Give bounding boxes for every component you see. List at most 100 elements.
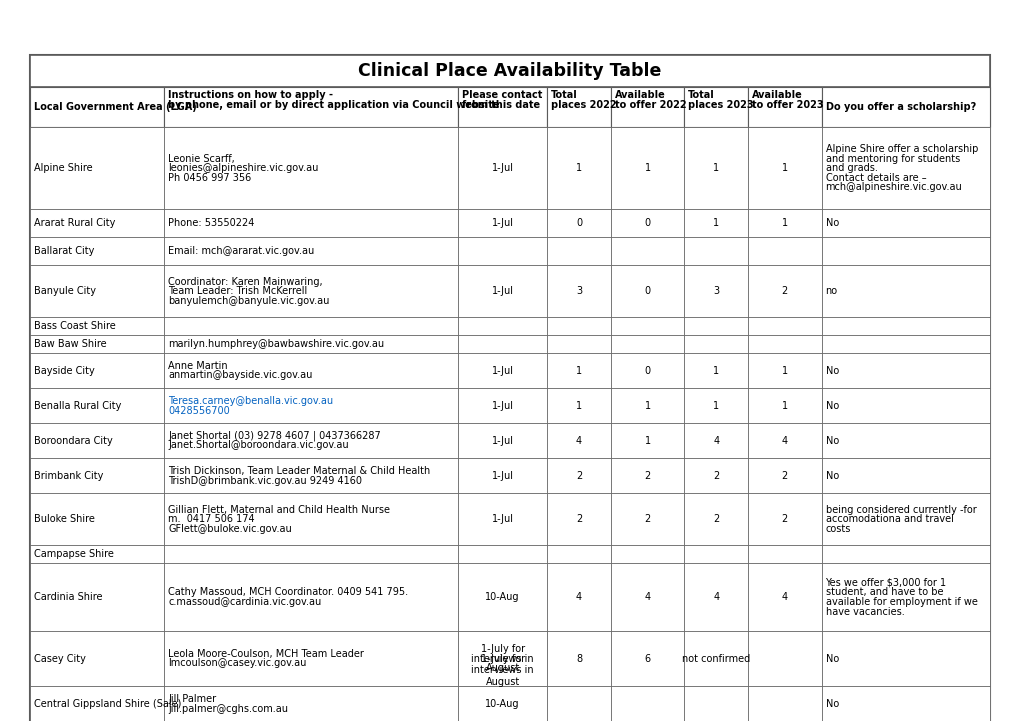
Text: 1: 1 [576,366,582,376]
Text: 1-Jul: 1-Jul [491,514,514,524]
Text: Bass Coast Shire: Bass Coast Shire [34,321,115,331]
Bar [546,209,610,237]
Text: 2: 2 [712,514,718,524]
Text: 1-Jul: 1-Jul [491,366,514,376]
Text: 2: 2 [781,514,787,524]
Bar [747,335,820,353]
Text: No: No [824,218,838,228]
Text: Brimbank City: Brimbank City [34,471,103,481]
Text: 1-July for: 1-July for [480,644,524,654]
Text: accomodationa and travel: accomodationa and travel [824,514,953,524]
Text: 3: 3 [712,286,718,296]
Text: Ballarat City: Ballarat City [34,246,95,256]
Bar [546,353,610,388]
Text: Total: Total [688,90,714,100]
Bar [820,353,989,388]
Text: 2: 2 [781,286,787,296]
Text: 2: 2 [781,471,787,481]
Text: c.massoud@cardinia.vic.gov.au: c.massoud@cardinia.vic.gov.au [168,597,321,607]
Text: 1-Jul: 1-Jul [491,401,514,411]
Bar [458,631,546,686]
Text: marilyn.humphrey@bawbawshire.vic.gov.au: marilyn.humphrey@bawbawshire.vic.gov.au [168,339,384,349]
Text: Leola Moore-Coulson, MCH Team Leader: Leola Moore-Coulson, MCH Team Leader [168,649,364,659]
Bar [610,127,684,209]
Bar [610,563,684,631]
Text: Ph 0456 997 356: Ph 0456 997 356 [168,173,252,183]
Bar [684,388,747,423]
Text: have vacancies.: have vacancies. [824,606,904,616]
Bar [164,335,458,353]
Bar [610,209,684,237]
Text: Alpine Shire: Alpine Shire [34,163,93,173]
Bar [684,686,747,721]
Text: 1: 1 [781,366,787,376]
Bar [458,127,546,209]
Bar [610,317,684,335]
Bar [164,493,458,545]
Text: being considered currently -for: being considered currently -for [824,505,975,515]
Bar [684,265,747,317]
Text: Do you offer a scholarship?: Do you offer a scholarship? [824,102,975,112]
Bar [747,388,820,423]
Text: costs: costs [824,524,850,534]
Text: 8: 8 [576,654,582,663]
Text: Instructions on how to apply -: Instructions on how to apply - [168,90,333,100]
Text: 3: 3 [576,286,582,296]
Text: No: No [824,366,838,376]
Text: 1: 1 [644,401,650,411]
Text: 1-Jul: 1-Jul [491,286,514,296]
Bar [820,127,989,209]
Text: 2: 2 [576,514,582,524]
Bar [30,237,164,265]
Bar [820,493,989,545]
Text: 1: 1 [712,401,718,411]
Text: mch@alpineshire.vic.gov.au: mch@alpineshire.vic.gov.au [824,182,961,193]
Bar [458,423,546,458]
Bar [747,317,820,335]
Bar [747,686,820,721]
Text: not confirmed: not confirmed [682,654,750,663]
Text: Clinical Place Availability Table: Clinical Place Availability Table [358,62,661,80]
Text: to offer 2023: to offer 2023 [751,100,823,110]
Text: 1: 1 [781,218,787,228]
Bar [458,87,546,127]
Text: Yes we offer $3,000 for 1: Yes we offer $3,000 for 1 [824,578,946,588]
Bar [684,127,747,209]
Text: 2: 2 [712,471,718,481]
Text: Trish Dickinson, Team Leader Maternal & Child Health: Trish Dickinson, Team Leader Maternal & … [168,466,430,476]
Text: and grads.: and grads. [824,163,876,173]
Bar [30,353,164,388]
Bar [546,686,610,721]
Text: 4: 4 [781,435,787,446]
Bar [30,127,164,209]
Bar [30,686,164,721]
Text: Cardinia Shire: Cardinia Shire [34,592,102,602]
Text: Anne Martin: Anne Martin [168,360,227,371]
Text: Team Leader: Trish McKerrell: Team Leader: Trish McKerrell [168,286,307,296]
Bar [30,209,164,237]
Bar [30,317,164,335]
Text: 10-Aug: 10-Aug [485,699,520,709]
Text: 0: 0 [576,218,582,228]
Text: and mentoring for students: and mentoring for students [824,154,959,164]
Bar [164,631,458,686]
Text: No: No [824,654,838,663]
Text: anmartin@bayside.vic.gov.au: anmartin@bayside.vic.gov.au [168,371,312,381]
Text: places 2023: places 2023 [688,100,753,110]
Text: 2: 2 [644,471,650,481]
Text: Baw Baw Shire: Baw Baw Shire [34,339,107,349]
Bar [458,209,546,237]
Text: Buloke Shire: Buloke Shire [34,514,95,524]
Text: Janet Shortal (03) 9278 4607 | 0437366287: Janet Shortal (03) 9278 4607 | 043736628… [168,431,380,441]
Bar [458,265,546,317]
Bar [458,458,546,493]
Bar [610,458,684,493]
Bar [684,493,747,545]
Bar [610,265,684,317]
Text: banyulemch@banyule.vic.gov.au: banyulemch@banyule.vic.gov.au [168,296,329,306]
Text: available for employment if we: available for employment if we [824,597,976,607]
Bar [747,631,820,686]
Text: 1-Jul: 1-Jul [491,218,514,228]
Bar [546,493,610,545]
Bar [164,545,458,563]
